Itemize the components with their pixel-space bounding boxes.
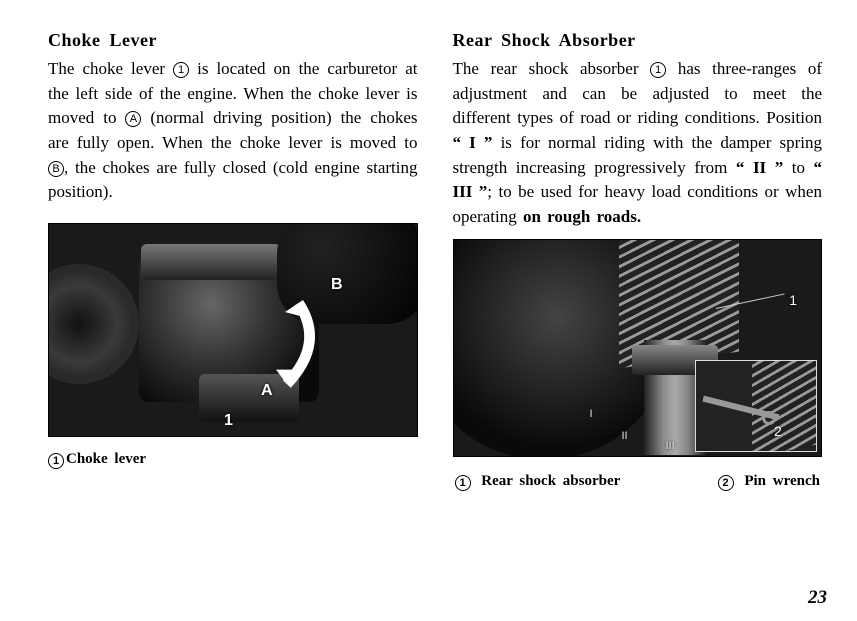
caption-text: Choke lever: [66, 451, 146, 467]
left-column: Choke Lever The choke lever 1 is located…: [48, 30, 418, 601]
text-segment: to: [783, 158, 813, 177]
bracket-icon: [141, 244, 281, 280]
ref-circle-a: A: [125, 111, 141, 127]
rear-shock-figure: I II III 1 2: [453, 239, 823, 457]
bold-tail: rough roads.: [547, 207, 641, 226]
roman-iii-label: III: [666, 440, 675, 452]
page-number: 23: [808, 587, 827, 609]
rear-shock-heading: Rear Shock Absorber: [453, 30, 823, 51]
ref-circle-1: 1: [173, 62, 189, 78]
caption-left: 1 Rear shock absorber: [455, 473, 621, 491]
inset-spring-icon: [752, 360, 817, 452]
manual-page: Choke Lever The choke lever 1 is located…: [0, 0, 857, 621]
caption-circle-1: 1: [48, 453, 64, 469]
rear-shock-captions: 1 Rear shock absorber 2 Pin wrench: [453, 473, 823, 491]
lever-arc-arrow-icon: [249, 279, 339, 399]
bold-tail: on: [523, 207, 541, 226]
caption-circle-2: 2: [718, 475, 734, 491]
rear-shock-paragraph: The rear shock absorber 1 has three-rang…: [453, 57, 823, 229]
ref-circle-1: 1: [650, 62, 666, 78]
choke-lever-paragraph: The choke lever 1 is located on the carb…: [48, 57, 418, 205]
choke-lever-heading: Choke Lever: [48, 30, 418, 51]
ref-circle-b: B: [48, 161, 64, 177]
roman-i-label: I: [590, 408, 593, 420]
text-segment: The choke lever: [48, 59, 173, 78]
figure-index-2: 2: [774, 423, 782, 439]
choke-lever-caption: 1Choke lever: [48, 451, 418, 469]
choke-lever-figure: B A 1: [48, 223, 418, 437]
text-segment: The rear shock absorber: [453, 59, 651, 78]
caption-right: 2 Pin wrench: [718, 473, 820, 491]
caption-circle-1: 1: [455, 475, 471, 491]
position-i: “ I ”: [453, 133, 493, 152]
right-column: Rear Shock Absorber The rear shock absor…: [453, 30, 823, 601]
engine-part-icon: [48, 264, 139, 384]
text-segment: , the chokes are fully closed (cold engi…: [48, 158, 418, 202]
roman-ii-label: II: [622, 430, 628, 442]
figure-label-a: A: [261, 382, 273, 400]
position-ii: “ II ”: [736, 158, 783, 177]
figure-index-1: 1: [789, 292, 797, 308]
figure-index-1: 1: [224, 412, 233, 430]
inset-figure: 2: [695, 360, 817, 452]
caption-text: Rear shock absorber: [481, 473, 620, 489]
caption-text: Pin wrench: [744, 473, 820, 489]
figure-label-b: B: [331, 276, 343, 294]
